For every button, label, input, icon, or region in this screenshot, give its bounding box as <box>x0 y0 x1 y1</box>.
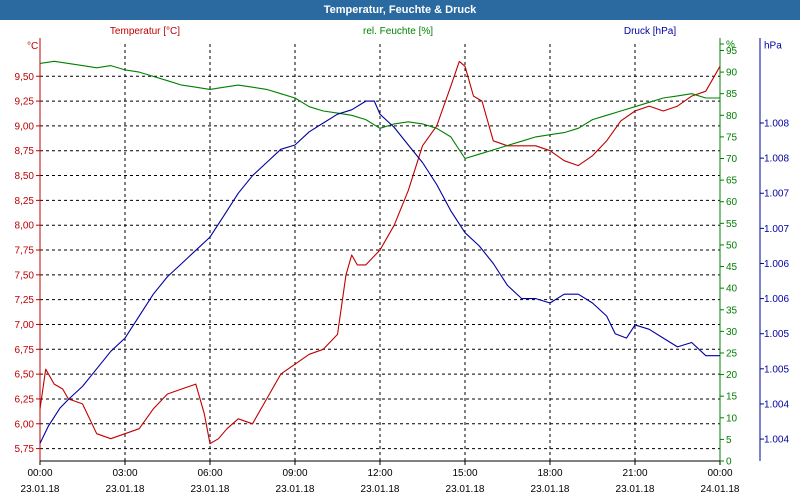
temperature-tick-label: 8,50 <box>15 171 35 182</box>
humidity-tick-label: 5 <box>726 435 732 446</box>
x-tick-time-label: 09:00 <box>282 468 307 479</box>
temperature-tick-label: 9,50 <box>15 72 35 83</box>
humidity-tick-label: 45 <box>726 262 738 273</box>
pressure-tick-label: 1.005 <box>764 329 789 340</box>
temperature-tick-label: 8,00 <box>15 221 35 232</box>
grid-lines <box>40 44 720 461</box>
pressure-tick-label: hPa <box>764 41 782 52</box>
axes: 00:00 23.01.18 03:00 23.01.18 06:00 23.01.18 0… <box>15 38 789 495</box>
temperature-tick-label: 7,25 <box>15 295 35 306</box>
temperature-tick-label: 6,00 <box>15 419 35 430</box>
temperature-tick-label: 5,75 <box>15 444 35 455</box>
humidity-tick-label: 80 <box>726 111 738 122</box>
x-tick-time-label: 03:00 <box>112 468 137 479</box>
humidity-tick-label: 25 <box>726 348 738 359</box>
series-lines <box>39 60 721 445</box>
temperature-tick-label: 6,75 <box>15 345 35 356</box>
temperature-tick-label: 9,25 <box>15 97 35 108</box>
x-tick-date-label: 23.01.18 <box>191 484 230 495</box>
temperature-tick-label: 8,75 <box>15 146 35 157</box>
x-tick-date-label: 24.01.18 <box>701 484 740 495</box>
x-tick-date-label: 23.01.18 <box>531 484 570 495</box>
temperature-unit-label: °C <box>27 41 38 52</box>
x-tick-time-label: 18:00 <box>537 468 562 479</box>
temperature-tick-label: 9,00 <box>15 121 35 132</box>
humidity-legend: rel. Feuchte [%] <box>363 26 433 37</box>
x-tick-date-label: 23.01.18 <box>616 484 655 495</box>
humidity-tick-label: 75 <box>726 132 738 143</box>
x-tick-time-label: 12:00 <box>367 468 392 479</box>
humidity-tick-label: 20 <box>726 370 738 381</box>
pressure-series-line <box>39 100 720 444</box>
pressure-tick-label: 1.006 <box>764 259 789 270</box>
pressure-tick-label: 1.004 <box>764 399 789 410</box>
humidity-tick-label: 60 <box>726 197 738 208</box>
x-tick-date-label: 23.01.18 <box>446 484 485 495</box>
x-tick-time-label: 15:00 <box>452 468 477 479</box>
humidity-tick-label: 90 <box>726 68 738 79</box>
x-tick-time-label: 06:00 <box>197 468 222 479</box>
humidity-tick-label: 10 <box>726 413 738 424</box>
pressure-tick-label: 1.007 <box>764 224 789 235</box>
humidity-tick-label: 35 <box>726 305 738 316</box>
pressure-tick-label: 1.004 <box>764 435 789 446</box>
temperature-tick-label: 8,25 <box>15 196 35 207</box>
temperature-tick-label: 7,00 <box>15 320 35 331</box>
humidity-tick-label: 95 <box>726 46 738 57</box>
temperature-tick-label: 6,25 <box>15 394 35 405</box>
x-tick-time-label: 00:00 <box>707 468 732 479</box>
x-tick-date-label: 23.01.18 <box>106 484 145 495</box>
temperature-series-line <box>39 60 721 445</box>
x-tick-date-label: 23.01.18 <box>276 484 315 495</box>
temperature-legend: Temperatur [°C] <box>110 26 180 37</box>
humidity-tick-label: 65 <box>726 176 738 187</box>
humidity-tick-label: 85 <box>726 89 738 100</box>
pressure-tick-label: 1.005 <box>764 364 789 375</box>
humidity-series-line <box>39 60 720 160</box>
x-tick-date-label: 23.01.18 <box>21 484 60 495</box>
temperature-tick-label: 7,50 <box>15 270 35 281</box>
humidity-tick-label: 70 <box>726 154 738 165</box>
humidity-tick-label: 55 <box>726 219 738 230</box>
temperature-tick-label: 6,50 <box>15 370 35 381</box>
x-tick-time-label: 00:00 <box>27 468 52 479</box>
humidity-tick-label: 50 <box>726 240 738 251</box>
humidity-tick-label: 40 <box>726 284 738 295</box>
pressure-tick-label: 1.008 <box>764 154 789 165</box>
x-tick-date-label: 23.01.18 <box>361 484 400 495</box>
pressure-tick-label: 1.007 <box>764 189 789 200</box>
pressure-legend: Druck [hPa] <box>624 26 676 37</box>
axis-labels: °C Temperatur [°C] rel. Feuchte [%] Druc… <box>27 26 676 52</box>
humidity-tick-label: % <box>726 40 735 51</box>
pressure-tick-label: 1.006 <box>764 294 789 305</box>
x-tick-time-label: 21:00 <box>622 468 647 479</box>
humidity-tick-label: 0 <box>726 457 732 468</box>
humidity-tick-label: 15 <box>726 392 738 403</box>
window-title: Temperatur, Feuchte & Druck <box>0 0 800 20</box>
pressure-tick-label: 1.008 <box>764 119 789 130</box>
temperature-tick-label: 7,75 <box>15 246 35 257</box>
humidity-tick-label: 30 <box>726 327 738 338</box>
